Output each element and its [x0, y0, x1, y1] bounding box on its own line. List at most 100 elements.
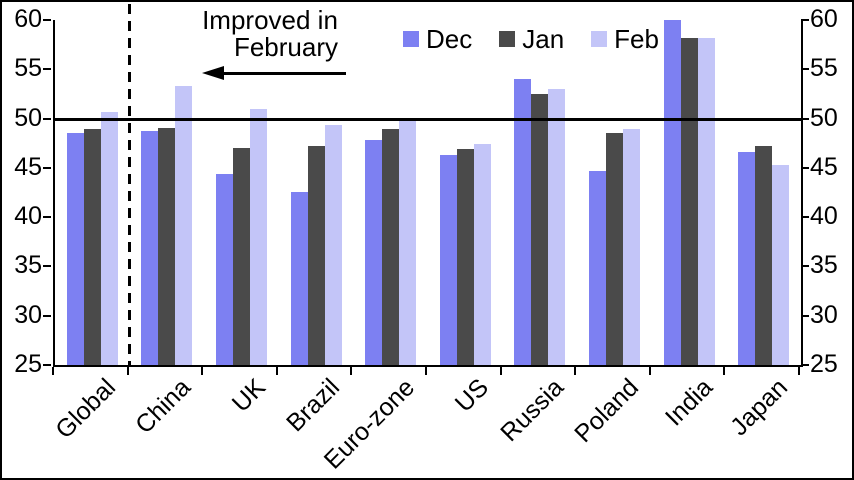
- left-axis-tick-30: [43, 314, 51, 317]
- bar-india-feb: [697, 37, 715, 365]
- right-axis-label-60: 60: [810, 5, 838, 33]
- bar-group-us: [428, 20, 503, 365]
- arrow-line: [218, 72, 346, 75]
- reference-line-50: [55, 117, 801, 121]
- right-axis-label-50: 50: [810, 103, 838, 132]
- right-axis-tick-25: [801, 364, 809, 366]
- bar-poland-dec: [588, 170, 606, 365]
- legend-label-jan: Jan: [522, 24, 565, 54]
- right-axis-label-30: 30: [810, 300, 838, 329]
- bottom-axis-tick-9: [723, 367, 726, 375]
- bar-group-poland: [577, 20, 652, 365]
- bar-brazil-dec: [290, 191, 308, 365]
- left-axis-tick-35: [43, 265, 51, 268]
- bar-india-jan: [680, 37, 698, 365]
- bar-china-dec: [141, 131, 159, 365]
- bottom-axis-tick-3: [275, 367, 278, 375]
- bar-euro-zone-jan: [382, 129, 400, 365]
- bottom-axis-tick-2: [201, 367, 204, 375]
- bottom-axis-tick-1: [126, 367, 129, 375]
- bar-poland-jan: [605, 133, 623, 365]
- legend-item-dec: Dec: [403, 26, 472, 52]
- left-axis-label-45: 45: [14, 152, 42, 181]
- bottom-axis-tick-5: [425, 367, 427, 375]
- bar-uk-feb: [249, 108, 267, 365]
- left-axis-tick-55: [43, 68, 51, 71]
- bar-groups: [55, 20, 801, 365]
- right-axis-label-35: 35: [810, 251, 838, 280]
- bottom-axis-tick-7: [574, 367, 577, 375]
- left-arrow-icon: [202, 65, 348, 81]
- bar-group-china: [130, 20, 205, 365]
- annotation-improved-in-february: Improved in February: [170, 7, 370, 61]
- right-axis-tick-60: [801, 19, 809, 21]
- left-axis-label-30: 30: [14, 300, 42, 329]
- bar-china-feb: [175, 86, 193, 365]
- bar-russia-jan: [531, 93, 549, 365]
- left-arrowhead-icon: [202, 66, 224, 80]
- annotation-line1: Improved in: [202, 5, 338, 35]
- bar-euro-zone-dec: [365, 140, 383, 365]
- right-axis-tick-40: [801, 216, 809, 219]
- bar-india-dec: [663, 20, 681, 365]
- bar-us-jan: [456, 149, 474, 365]
- bar-japan-dec: [738, 152, 756, 365]
- left-axis-tick-25: [43, 364, 51, 366]
- bar-brazil-feb: [324, 124, 342, 365]
- left-axis-label-35: 35: [14, 251, 42, 280]
- left-axis-label-60: 60: [14, 5, 42, 33]
- bar-global-dec: [66, 133, 84, 365]
- bar-china-jan: [158, 128, 176, 365]
- bottom-axis-tick-8: [648, 367, 651, 375]
- left-axis-tick-45: [43, 166, 51, 169]
- legend-item-feb: Feb: [591, 26, 659, 52]
- bar-us-feb: [473, 144, 491, 365]
- left-axis-label-25: 25: [14, 350, 42, 378]
- legend-label-feb: Feb: [614, 24, 659, 54]
- bar-us-dec: [439, 155, 457, 365]
- bar-brazil-jan: [307, 146, 325, 365]
- right-axis-label-40: 40: [810, 202, 838, 231]
- right-axis-tick-45: [801, 166, 809, 169]
- chart-legend: Dec Jan Feb: [403, 26, 659, 52]
- left-axis-label-55: 55: [14, 54, 42, 83]
- bar-poland-feb: [622, 129, 640, 365]
- legend-swatch-feb-icon: [591, 31, 608, 47]
- bar-euro-zone-feb: [399, 118, 417, 365]
- bar-group-brazil: [279, 20, 354, 365]
- bar-uk-jan: [232, 148, 250, 365]
- left-axis-tick-40: [43, 216, 51, 219]
- bar-group-uk: [204, 20, 279, 365]
- annotation-line2: February: [233, 32, 339, 62]
- bar-group-japan: [726, 20, 801, 365]
- left-axis-tick-60: [43, 19, 51, 21]
- bottom-axis-tick-6: [499, 367, 502, 375]
- right-axis-label-45: 45: [810, 152, 838, 181]
- right-axis-tick-35: [801, 265, 809, 268]
- bar-uk-dec: [215, 173, 233, 365]
- bar-global-feb: [100, 111, 118, 365]
- right-axis-tick-50: [801, 117, 809, 120]
- bar-group-india: [652, 20, 727, 365]
- left-axis-label-40: 40: [14, 202, 42, 231]
- legend-item-jan: Jan: [499, 26, 564, 52]
- right-axis-label-55: 55: [810, 54, 838, 83]
- bar-group-russia: [503, 20, 578, 365]
- bar-japan-jan: [755, 146, 773, 365]
- bar-group-euro-zone: [353, 20, 428, 365]
- legend-swatch-jan-icon: [499, 31, 516, 47]
- left-axis-tick-50: [43, 117, 51, 120]
- bottom-axis-tick-0: [52, 367, 54, 375]
- left-axis-label-50: 50: [14, 103, 42, 132]
- legend-label-dec: Dec: [426, 24, 473, 54]
- bar-group-global: [55, 20, 130, 365]
- bar-russia-dec: [514, 79, 532, 365]
- bottom-axis-tick-4: [350, 367, 353, 375]
- right-axis-tick-55: [801, 68, 809, 71]
- dashed-separator-line: [128, 4, 132, 365]
- bar-global-jan: [83, 129, 101, 365]
- bar-russia-feb: [548, 89, 566, 365]
- right-axis-label-25: 25: [810, 350, 838, 378]
- bar-japan-feb: [772, 164, 790, 365]
